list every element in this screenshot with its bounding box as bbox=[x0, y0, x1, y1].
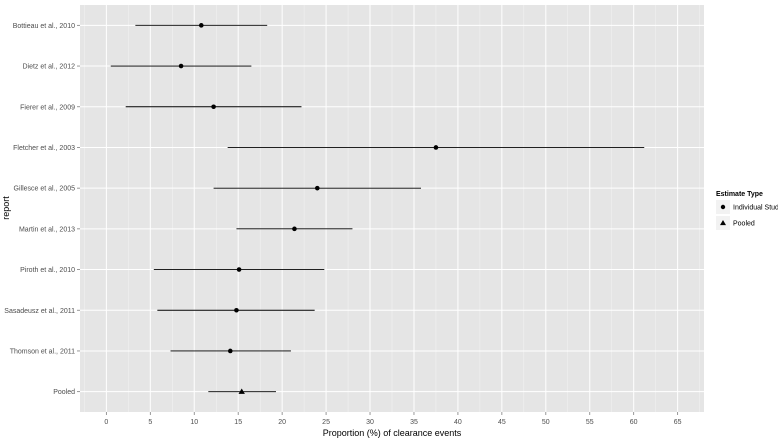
y-tick-label: Thomson et al., 2011 bbox=[10, 348, 75, 355]
x-tick-label: 40 bbox=[454, 419, 462, 426]
study-estimate-point bbox=[433, 145, 439, 150]
x-tick-label: 0 bbox=[104, 419, 108, 426]
y-axis-title: report bbox=[1, 196, 11, 220]
x-tick-label: 50 bbox=[542, 419, 550, 426]
x-tick-label: 20 bbox=[278, 419, 286, 426]
x-tick-label: 15 bbox=[234, 419, 242, 426]
legend-label: Pooled bbox=[733, 221, 755, 228]
legend-circle-symbol bbox=[720, 204, 726, 210]
y-tick-label: Gillesce et al., 2005 bbox=[14, 186, 76, 193]
study-estimate-point bbox=[178, 63, 184, 69]
y-tick-labels: Bottieau et al., 2010 Dietz et al., 2012 F… bbox=[4, 23, 80, 396]
study-estimate-point bbox=[314, 185, 320, 191]
pooled-estimate-point bbox=[238, 388, 245, 394]
study-estimate-point bbox=[227, 348, 233, 354]
y-tick-label: Fierer et al., 2009 bbox=[20, 104, 75, 111]
y-tick-label: Piroth et al., 2010 bbox=[20, 267, 75, 274]
y-tick-label: Fletcher et al., 2003 bbox=[13, 145, 75, 152]
y-tick-label: Bottieau et al., 2010 bbox=[13, 23, 75, 30]
study-estimate-point bbox=[198, 23, 204, 28]
x-tick-labels: 0 5 10 15 20 25 30 35 40 45 50 55 60 65 bbox=[104, 412, 682, 426]
study-estimate-point bbox=[211, 104, 216, 110]
study-estimate-point bbox=[292, 226, 297, 232]
x-tick-label: 25 bbox=[322, 419, 330, 426]
legend-title: Estimate Type bbox=[716, 191, 763, 198]
data-marks bbox=[110, 23, 645, 394]
x-tick-label: 65 bbox=[674, 419, 682, 426]
x-tick-label: 30 bbox=[366, 419, 374, 426]
y-tick-label: Sasadeusz et al., 2011 bbox=[4, 308, 75, 315]
y-tick-label: Dietz et al., 2012 bbox=[22, 64, 75, 71]
x-tick-label: 10 bbox=[190, 419, 198, 426]
x-tick-label: 55 bbox=[586, 419, 594, 426]
study-estimate-point bbox=[234, 307, 239, 313]
x-tick-label: 45 bbox=[498, 419, 506, 426]
x-tick-label: 35 bbox=[410, 419, 418, 426]
legend-label: Individual Study bbox=[733, 205, 778, 212]
x-tick-label: 5 bbox=[148, 419, 152, 426]
study-estimate-point bbox=[236, 267, 242, 272]
x-tick-label: 60 bbox=[630, 419, 638, 426]
legend-triangle-symbol bbox=[720, 220, 726, 226]
grid-lines bbox=[80, 5, 704, 412]
legend: Estimate Type Individual Study Pooled bbox=[716, 191, 778, 230]
y-tick-label: Martin et al., 2013 bbox=[19, 226, 75, 233]
y-tick-label: Pooled bbox=[53, 389, 75, 396]
x-axis-title: Proportion (%) of clearance events bbox=[323, 428, 462, 438]
